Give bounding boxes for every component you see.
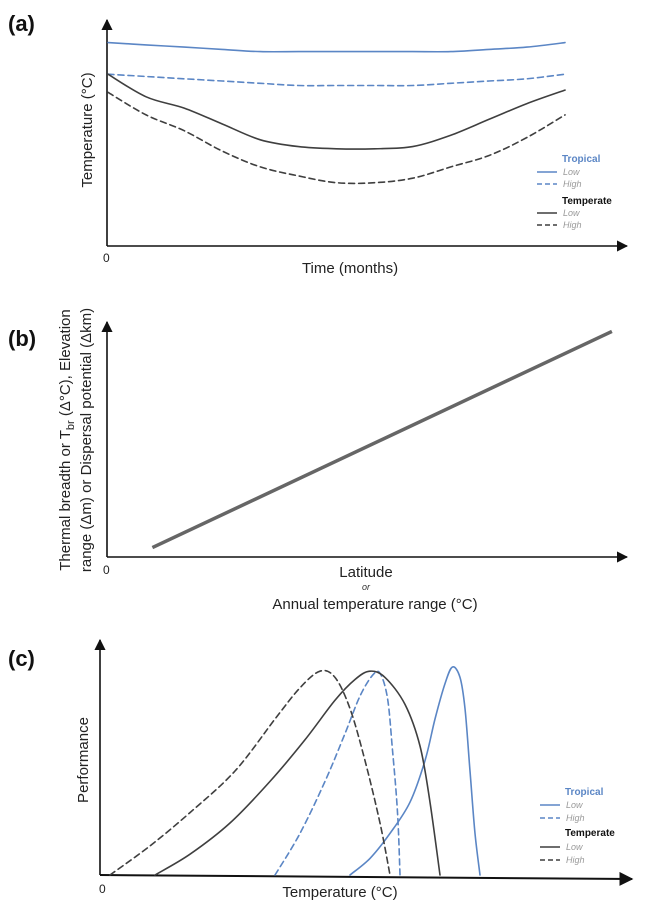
panel-a-ylabel: Temperature (°C) — [79, 72, 96, 187]
panel-b-xlabel-or: or — [362, 582, 371, 592]
panel-a-xlabel: Time (months) — [302, 260, 398, 277]
panel-b-xlabel-line1: Latitude — [339, 564, 392, 581]
panel-a-series-tropical-high — [107, 73, 566, 87]
legend-c-temperate-title: Temperate — [565, 828, 615, 839]
legend-c-temperate-low-label: Low — [566, 842, 583, 852]
legend-c-tropical-title: Tropical — [565, 787, 604, 798]
panel-c-x-axis — [99, 871, 634, 886]
legend-c-tropical-high-label: High — [566, 813, 585, 823]
panel-a-x-origin: 0 — [103, 251, 110, 265]
panel-c-series-temperate-low — [154, 670, 441, 876]
panel-a-series-tropical-low — [107, 41, 566, 53]
panel-c-series — [109, 666, 481, 876]
panel-a-series-temperate-low — [107, 73, 566, 150]
panel-b-ylabel-line2: range (Δm) or Dispersal potential (Δkm) — [78, 308, 95, 572]
legend-a-tropical-title: Tropical — [562, 154, 601, 165]
panel-c-xlabel: Temperature (°C) — [282, 884, 397, 901]
panel-c-series-temperate-high — [109, 669, 391, 876]
panel-c-ylabel: Performance — [75, 717, 92, 803]
panel-b-x-origin: 0 — [103, 563, 110, 577]
panel-c-legend: Tropical Low High Temperate Low High — [540, 787, 615, 865]
panel-a-series-temperate-high — [107, 91, 566, 185]
legend-a-temperate-high-label: High — [563, 220, 582, 230]
panel-b-series-line — [151, 329, 613, 550]
panel-c-x-origin: 0 — [99, 882, 106, 896]
panel-c-series-tropical-high — [274, 670, 401, 876]
legend-a-temperate-low-label: Low — [563, 208, 580, 218]
panel-b-series — [151, 329, 613, 550]
legend-a-tropical-high-label: High — [563, 179, 582, 189]
legend-c-temperate-high-label: High — [566, 855, 585, 865]
legend-a-tropical-low-label: Low — [563, 167, 580, 177]
panel-a: (a) 0 Time (months) Temperature (°C) Tro… — [8, 11, 629, 277]
legend-c-tropical-low-label: Low — [566, 800, 583, 810]
legend-a-temperate-title: Temperate — [562, 196, 612, 207]
panel-b-ylabel-line1: Thermal breadth or Tbr (Δ°C), Elevation — [57, 309, 77, 570]
panel-c-label: (c) — [8, 646, 35, 671]
panel-a-legend: Tropical Low High Temperate Low High — [537, 154, 612, 230]
panel-a-label: (a) — [8, 11, 35, 36]
panel-a-series — [107, 41, 566, 185]
panel-b: (b) 0 Latitude or Annual temperature ran… — [8, 308, 629, 613]
panel-c-series-tropical-low — [349, 666, 481, 876]
panel-c: (c) 0 Temperature (°C) Performance Tropi… — [8, 638, 634, 901]
panel-b-label: (b) — [8, 326, 36, 351]
panel-b-xlabel-line2: Annual temperature range (°C) — [272, 596, 477, 613]
panel-b-ylabel-part2: (Δ°C), Elevation — [57, 309, 74, 420]
panel-b-ylabel-part1: Thermal breadth or T — [57, 430, 74, 571]
panel-b-ylabel-sub: br — [65, 420, 77, 430]
